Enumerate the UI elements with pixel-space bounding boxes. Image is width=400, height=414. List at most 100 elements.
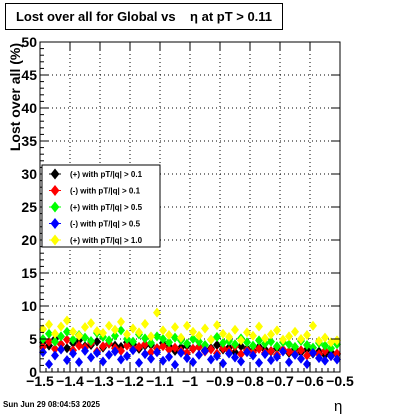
data-point <box>39 341 47 352</box>
data-point <box>195 341 203 352</box>
y-tick-label: 5 <box>29 331 37 347</box>
data-point <box>207 354 215 365</box>
legend-marker <box>50 185 60 196</box>
data-point <box>51 350 59 361</box>
y-tick-label: 45 <box>21 67 37 83</box>
data-point <box>273 341 281 352</box>
data-point <box>123 351 131 362</box>
data-point <box>195 349 203 360</box>
legend-marker <box>50 168 60 180</box>
data-point <box>231 339 239 350</box>
data-point <box>309 342 317 353</box>
data-point <box>141 333 149 344</box>
data-point <box>69 334 77 345</box>
y-tick-label: 20 <box>21 232 37 248</box>
data-point <box>141 318 149 329</box>
data-point <box>327 351 335 362</box>
data-point <box>249 330 257 341</box>
legend-box <box>41 164 161 248</box>
data-point <box>75 357 83 368</box>
data-point <box>321 345 329 356</box>
data-point <box>237 341 245 352</box>
data-point <box>183 320 191 331</box>
data-point <box>147 337 155 348</box>
data-point <box>285 346 293 357</box>
data-point <box>81 322 89 333</box>
data-point <box>237 349 245 360</box>
data-point <box>39 324 47 335</box>
data-point <box>189 334 197 344</box>
data-point <box>237 335 245 346</box>
data-point <box>171 359 179 370</box>
data-point <box>159 341 167 352</box>
data-point <box>297 353 305 364</box>
x-tick-label: −1.1 <box>146 373 174 389</box>
data-point <box>285 339 293 350</box>
data-point <box>63 326 71 337</box>
legend-marker <box>50 234 60 246</box>
data-point <box>93 347 101 358</box>
data-point <box>303 330 311 341</box>
x-tick-label: −0.6 <box>296 373 324 389</box>
data-point <box>255 321 263 332</box>
data-point <box>75 330 83 341</box>
data-point <box>81 332 89 343</box>
y-tick-label: 40 <box>21 100 37 116</box>
data-point <box>63 315 71 326</box>
data-point <box>171 322 179 333</box>
data-point <box>327 343 335 354</box>
y-tick-label: 50 <box>21 34 37 50</box>
data-point <box>195 336 203 347</box>
legend: (+) with pT/|q| > 0.1 (-) with pT/|q| > 0… <box>41 164 161 248</box>
data-point <box>303 350 311 361</box>
data-point <box>267 345 275 356</box>
data-point <box>189 326 197 337</box>
data-point <box>261 333 269 344</box>
legend-label: (+) with pT/|q| > 0.5 <box>70 203 143 212</box>
data-point <box>147 353 155 364</box>
data-point <box>147 331 155 342</box>
x-tick-label: −1.3 <box>86 373 114 389</box>
data-point <box>99 356 107 367</box>
data-point <box>171 332 179 343</box>
data-point <box>165 344 173 355</box>
legend-label: (-) with pT/|q| > 0.1 <box>70 187 141 196</box>
y-tick-label: 25 <box>21 199 37 215</box>
x-tick-label: −0.9 <box>206 373 234 389</box>
data-point <box>81 345 89 356</box>
data-point <box>87 352 95 363</box>
data-point <box>291 349 299 360</box>
data-point <box>93 336 101 347</box>
data-point <box>201 345 209 356</box>
data-point <box>111 330 119 341</box>
x-tick-label: −0.8 <box>236 373 264 389</box>
data-point <box>279 346 287 357</box>
axis-ticks <box>39 41 341 373</box>
data-point <box>267 355 275 366</box>
data-point <box>327 337 335 348</box>
data-point <box>267 336 275 347</box>
data-point <box>309 320 317 331</box>
data-point <box>261 338 269 349</box>
data-point <box>63 343 71 354</box>
data-point <box>129 345 137 356</box>
data-point <box>153 307 161 318</box>
data-point <box>141 339 149 350</box>
data-point <box>93 326 101 337</box>
data-point <box>147 347 155 358</box>
chart-title: Lost over all for Global vs η at pT > 0.… <box>5 3 283 30</box>
data-point <box>135 327 143 338</box>
data-point <box>261 349 269 360</box>
data-point <box>123 340 131 351</box>
series-4-points <box>39 307 341 348</box>
data-point <box>75 340 83 351</box>
data-point <box>159 325 167 336</box>
data-point <box>291 341 299 352</box>
data-point <box>321 355 329 366</box>
data-point <box>87 318 95 329</box>
x-tick-label: −1.4 <box>56 373 84 389</box>
y-tick-label: 10 <box>21 298 37 314</box>
data-point <box>159 355 167 366</box>
data-point <box>255 343 263 354</box>
y-tick-label: 35 <box>21 133 37 149</box>
